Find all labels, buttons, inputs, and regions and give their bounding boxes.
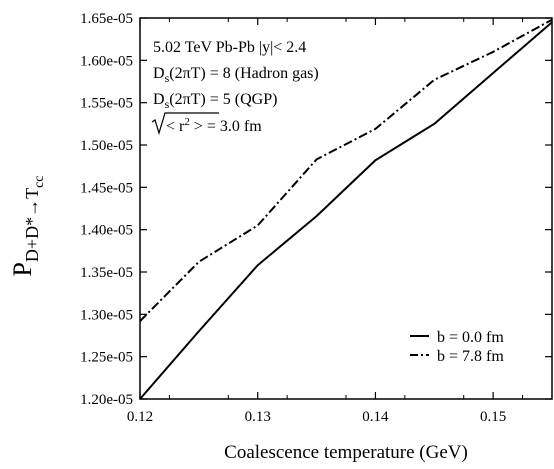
y-tick-label: 1.50e-05 (80, 138, 133, 154)
y-tick-label: 1.20e-05 (80, 392, 133, 408)
series-line-2 (139, 18, 553, 322)
annotation-line-2: Ds(2πT) = 8 (Hadron gas) (153, 65, 319, 85)
y-axis-title: PD+D*→Tcc (8, 175, 47, 276)
annotation-line-3: Ds(2πT) = 5 (QGP) (153, 91, 277, 111)
x-tick-label: 0.13 (245, 409, 271, 425)
series-line-1 (139, 21, 553, 400)
y-tick-label: 1.25e-05 (80, 350, 133, 366)
y-tick-label: 1.65e-05 (80, 11, 133, 27)
y-tick-label: 1.55e-05 (80, 96, 133, 112)
legend: b = 0.0 fm b = 7.8 fm (410, 329, 504, 365)
x-tick-label: 0.15 (480, 409, 506, 425)
axis-ticks: 0.12 0.13 0.14 0.15 1.20e-05 1.25e-05 1.30e-05… (80, 11, 552, 425)
series-layer (139, 18, 553, 400)
annotation-line-1: 5.02 TeV Pb-Pb |y|< 2.4 (153, 39, 306, 56)
x-tick-label: 0.12 (127, 409, 153, 425)
x-tick-label: 0.14 (362, 409, 389, 425)
plot-frame (139, 17, 553, 400)
y-tick-label: 1.45e-05 (80, 180, 133, 196)
annotation-block: 5.02 TeV Pb-Pb |y|< 2.4 Ds(2πT) = 8 (Had… (151, 39, 319, 136)
y-tick-label: 1.30e-05 (80, 307, 133, 323)
legend-label-1: b = 0.0 fm (437, 329, 504, 346)
legend-label-2: b = 7.8 fm (437, 348, 504, 365)
sqrt-sign (151, 112, 219, 136)
annotation-line-4: < r2 > = 3.0 fm (166, 116, 262, 135)
x-axis-title: Coalescence temperature (GeV) (224, 442, 468, 463)
y-tick-label: 1.40e-05 (80, 223, 133, 239)
y-tick-label: 1.60e-05 (80, 53, 133, 69)
y-tick-label: 1.35e-05 (80, 265, 133, 281)
